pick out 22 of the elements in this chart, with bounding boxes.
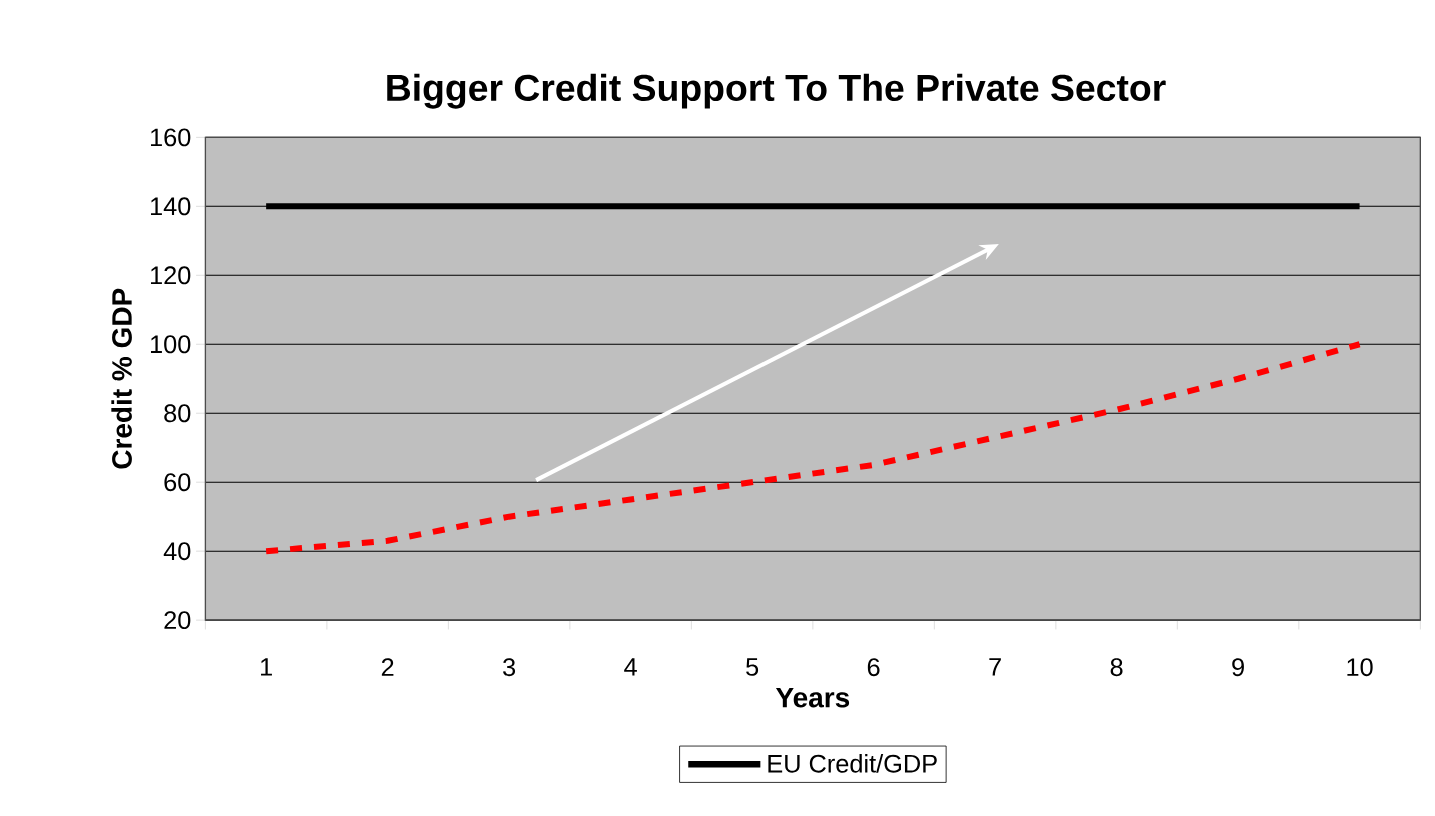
y-tick-label: 100	[150, 335, 191, 354]
y-tick-label: 140	[150, 197, 191, 216]
y-tick-label: 60	[164, 473, 191, 492]
x-tick-label: 4	[624, 658, 637, 676]
x-tick-label: 2	[381, 658, 394, 676]
x-tick-label: 9	[1232, 658, 1244, 677]
x-tick-label: 10	[1347, 658, 1373, 677]
x-tick-label: 6	[867, 658, 880, 677]
y-axis-title: Credit % GDP	[111, 288, 132, 469]
x-tick-label: 3	[503, 658, 516, 677]
y-tick-label: 20	[164, 611, 191, 630]
y-tick-label: 40	[163, 542, 191, 561]
x-tick-label: 7	[989, 658, 1001, 676]
x-tick-label: 5	[746, 658, 759, 676]
y-tick-label: 160	[150, 128, 191, 147]
x-tick-label: 1	[261, 658, 272, 676]
legend-label: EU Credit/GDP	[768, 753, 937, 773]
chart-title: Bigger Credit Support To The Private Sector	[387, 73, 1166, 109]
y-tick-label: 120	[150, 266, 191, 285]
y-tick-label: 80	[164, 404, 191, 423]
x-tick-label: 8	[1110, 658, 1123, 677]
x-axis-title: Years	[775, 687, 850, 708]
